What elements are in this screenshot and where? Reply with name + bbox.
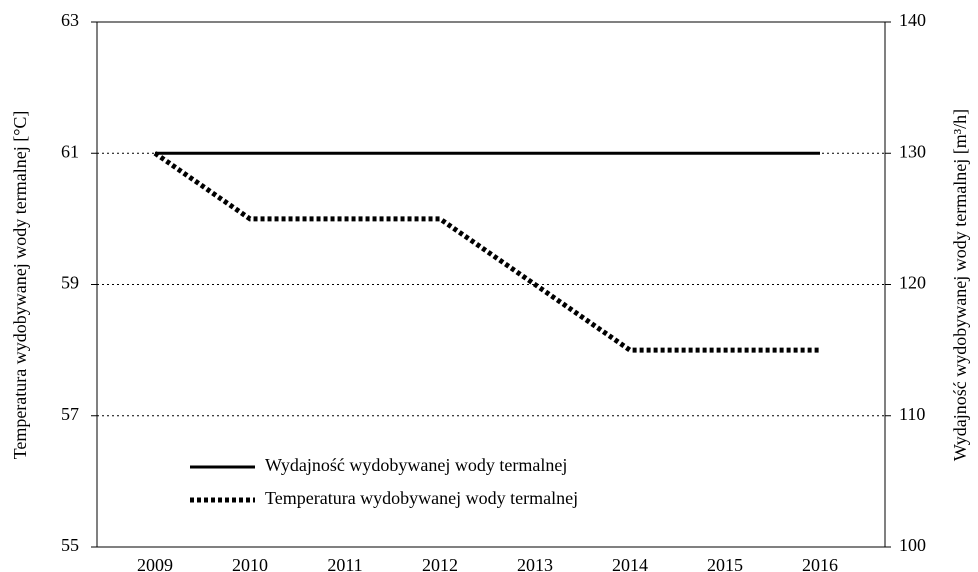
y-tick-label: 57 <box>61 404 79 424</box>
x-tick-label: 2014 <box>612 555 648 572</box>
y2-axis-label: Wydajność wydobywanej wody termalnej [m³… <box>950 109 970 461</box>
x-tick-label: 2012 <box>422 555 458 572</box>
x-tick-label: 2016 <box>802 555 838 572</box>
y2-tick-label: 100 <box>899 535 926 555</box>
plot-frame <box>96 21 886 548</box>
x-tick-label: 2015 <box>707 555 743 572</box>
y-tick-label: 59 <box>61 273 79 293</box>
y2-tick-label: 110 <box>899 404 925 424</box>
y-axis-label: Temperatura wydobywanej wody termalnej [… <box>10 111 30 460</box>
x-tick-label: 2013 <box>517 555 553 572</box>
y-tick-label: 55 <box>61 535 79 555</box>
legend-label: Temperatura wydobywanej wody termalnej <box>265 488 578 508</box>
y2-tick-label: 140 <box>899 10 926 30</box>
y2-tick-label: 130 <box>899 141 926 161</box>
y-tick-label: 63 <box>61 10 79 30</box>
x-tick-label: 2009 <box>137 555 173 572</box>
series-line <box>153 151 820 353</box>
x-tick-label: 2011 <box>327 555 362 572</box>
legend-label: Wydajność wydobywanej wody termalnej <box>265 455 567 475</box>
x-tick-label: 2010 <box>232 555 268 572</box>
y2-tick-label: 120 <box>899 273 926 293</box>
y-tick-label: 61 <box>61 141 79 161</box>
